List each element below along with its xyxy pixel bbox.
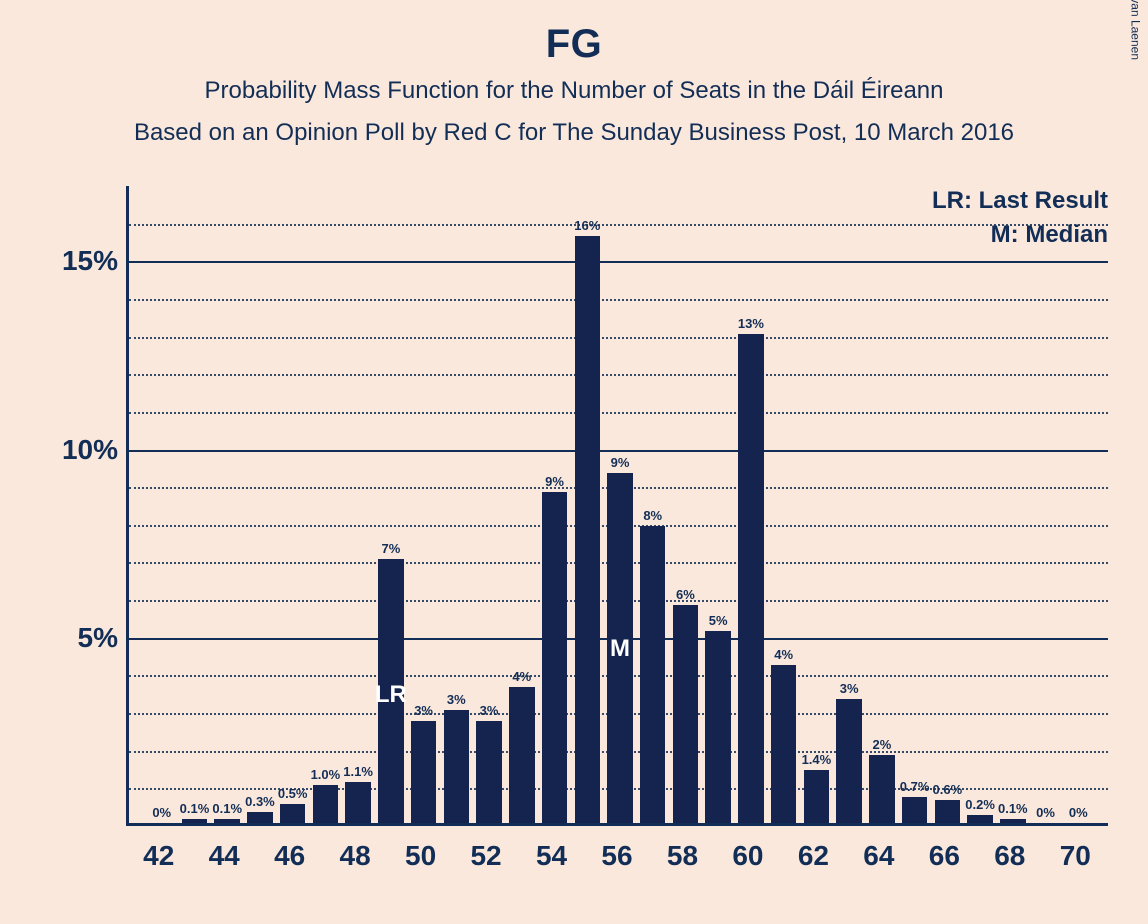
bar: 0.7% — [902, 797, 928, 823]
bar: 16% — [575, 236, 601, 823]
bar: 0.5% — [280, 804, 306, 823]
bar-value-label: 3% — [480, 703, 499, 721]
bar: 3% — [476, 721, 502, 823]
bar-value-label: 3% — [414, 703, 433, 721]
bar-value-label: 4% — [774, 647, 793, 665]
bar: 0.1% — [182, 819, 208, 823]
bar-value-label: 0.3% — [245, 794, 275, 812]
bar: 5% — [705, 631, 731, 823]
bar: 0.1% — [1000, 819, 1026, 823]
bar: 9%M — [607, 473, 633, 823]
x-tick-label: 68 — [994, 840, 1025, 872]
chart-title: FG — [0, 22, 1148, 67]
bar-value-label: 0.2% — [965, 797, 995, 815]
chart-subline: Based on an Opinion Poll by Red C for Th… — [0, 119, 1148, 147]
y-tick-label: 5% — [48, 622, 118, 654]
marker-last-result: LR — [375, 681, 407, 709]
bar-value-label: 9% — [611, 455, 630, 473]
bar: 0.2% — [967, 815, 993, 823]
bar-value-label: 4% — [512, 669, 531, 687]
bar-value-label: 16% — [574, 218, 600, 236]
bar-value-label: 7% — [381, 541, 400, 559]
bar-value-label: 0.1% — [180, 801, 210, 819]
bar: 0.1% — [214, 819, 240, 823]
marker-median: M — [610, 635, 630, 663]
bar: 3% — [444, 710, 470, 823]
bar-value-label: 6% — [676, 587, 695, 605]
bar: 0.3% — [247, 812, 273, 823]
x-tick-label: 62 — [798, 840, 829, 872]
bar: 2% — [869, 755, 895, 823]
x-tick-label: 42 — [143, 840, 174, 872]
plot-region: 0%0.1%0.1%0.3%0.5%1.0%1.1%7%LR3%3%3%4%9%… — [126, 186, 1108, 826]
bars-container: 0%0.1%0.1%0.3%0.5%1.0%1.1%7%LR3%3%3%4%9%… — [129, 186, 1108, 823]
bar: 6% — [673, 605, 699, 823]
bar-value-label: 0.5% — [278, 786, 308, 804]
x-tick-label: 70 — [1060, 840, 1091, 872]
x-tick-label: 58 — [667, 840, 698, 872]
bar: 9% — [542, 492, 568, 823]
bar: 1.1% — [345, 782, 371, 823]
bar-value-label: 0.1% — [212, 801, 242, 819]
bar: 7%LR — [378, 559, 404, 823]
bar: 13% — [738, 334, 764, 823]
bar: 4% — [509, 687, 535, 823]
bar: 8% — [640, 526, 666, 823]
bar-value-label: 1.0% — [311, 767, 341, 785]
chart-area: LR: Last Result M: Median 0%0.1%0.1%0.3%… — [48, 186, 1108, 886]
x-tick-label: 54 — [536, 840, 567, 872]
x-tick-label: 46 — [274, 840, 305, 872]
chart-subtitle: Probability Mass Function for the Number… — [0, 77, 1148, 105]
x-tick-label: 50 — [405, 840, 436, 872]
x-tick-label: 60 — [732, 840, 763, 872]
copyright-text: © 2020 Filip van Laenen — [1128, 0, 1142, 60]
bar-value-label: 0% — [152, 805, 171, 823]
bar: 4% — [771, 665, 797, 823]
x-tick-label: 66 — [929, 840, 960, 872]
bar-value-label: 0.7% — [900, 779, 930, 797]
x-tick-label: 64 — [863, 840, 894, 872]
title-block: FG Probability Mass Function for the Num… — [0, 0, 1148, 147]
bar: 1.0% — [313, 785, 339, 823]
bar-value-label: 8% — [643, 508, 662, 526]
bar-value-label: 0.1% — [998, 801, 1028, 819]
y-tick-label: 15% — [48, 245, 118, 277]
bar-value-label: 1.1% — [343, 764, 373, 782]
y-tick-label: 10% — [48, 434, 118, 466]
bar-value-label: 0.6% — [933, 782, 963, 800]
bar-value-label: 9% — [545, 474, 564, 492]
x-tick-label: 52 — [470, 840, 501, 872]
bar-value-label: 5% — [709, 613, 728, 631]
x-tick-label: 48 — [340, 840, 371, 872]
bar-value-label: 2% — [872, 737, 891, 755]
bar-value-label: 1.4% — [802, 752, 832, 770]
bar-value-label: 3% — [840, 681, 859, 699]
x-tick-label: 56 — [601, 840, 632, 872]
bar: 1.4% — [804, 770, 830, 823]
bar-value-label: 0% — [1069, 805, 1088, 823]
bar-value-label: 0% — [1036, 805, 1055, 823]
bar: 3% — [836, 699, 862, 823]
x-tick-label: 44 — [209, 840, 240, 872]
bar: 3% — [411, 721, 437, 823]
bar-value-label: 13% — [738, 316, 764, 334]
bar-value-label: 3% — [447, 692, 466, 710]
bar: 0.6% — [935, 800, 961, 823]
